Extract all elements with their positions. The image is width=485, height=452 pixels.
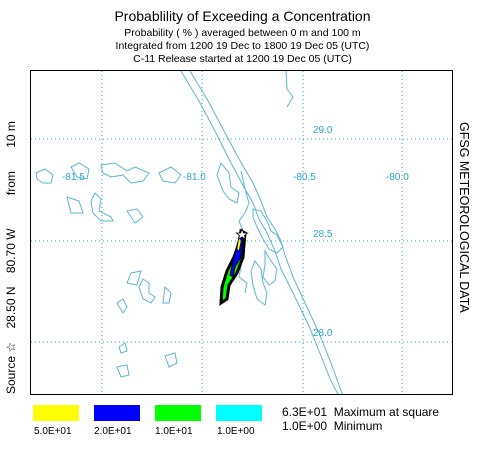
max-value: 6.3E+01: [282, 405, 328, 419]
plume-contour-50pct: [236, 236, 242, 252]
source-longitude: 80.70 W: [4, 228, 18, 274]
source-location-label: Source ☆ 28.50 N 80.70 W from 10 m: [4, 74, 18, 394]
subtitle-integration: Integrated from 1200 19 Dec to 1800 19 D…: [115, 40, 370, 52]
legend-swatch-yellow: [33, 405, 79, 421]
map-canvas: [31, 71, 452, 394]
lat-label: 29.0: [313, 125, 333, 136]
lat-label: 28.5: [313, 229, 333, 240]
source-star-icon: [235, 227, 249, 241]
graticule: [31, 71, 452, 394]
legend-label: 5.0E+01: [34, 426, 72, 437]
meteorological-data-label: GFSG METEOROLOGICAL DATA: [457, 122, 471, 313]
legend-swatch-green: [155, 405, 201, 421]
source-marker-label: Source ☆: [4, 341, 18, 394]
max-text: Maximum at square: [333, 405, 440, 419]
lon-label: -80.5: [293, 172, 316, 183]
legend-maximum: 6.3E+01 Maximum at square: [282, 405, 439, 419]
subtitle-averaging: Probability ( % ) averaged between 0 m a…: [124, 27, 361, 39]
lon-label: -80.0: [386, 172, 409, 183]
min-value: 1.0E+00: [282, 419, 328, 433]
subtitle-release: C-11 Release started at 1200 19 Dec 05 (…: [133, 53, 352, 65]
source-latitude: 28.50 N: [4, 286, 18, 329]
source-height: 10 m: [4, 121, 18, 148]
probability-plume: [219, 228, 247, 306]
legend-label: 1.0E+01: [155, 426, 193, 437]
from-label: from: [4, 171, 18, 196]
lon-label: -81.0: [183, 172, 206, 183]
legend-label: 2.0E+01: [94, 426, 132, 437]
coastline: [35, 71, 343, 394]
legend-swatch-cyan: [216, 405, 262, 421]
legend-swatch-blue: [94, 405, 140, 421]
min-text: Minimum: [333, 419, 383, 433]
legend-label: 1.0E+00: [217, 426, 255, 437]
page-title: Probablility of Exceeding a Concentratio…: [114, 8, 371, 24]
map-panel: -81.5 -81.0 -80.5 -80.0 29.0 28.5 28.0: [30, 70, 453, 395]
legend-minimum: 1.0E+00 Minimum: [282, 419, 382, 433]
lat-label: 28.0: [313, 328, 333, 339]
lon-label: -81.5: [62, 172, 85, 183]
